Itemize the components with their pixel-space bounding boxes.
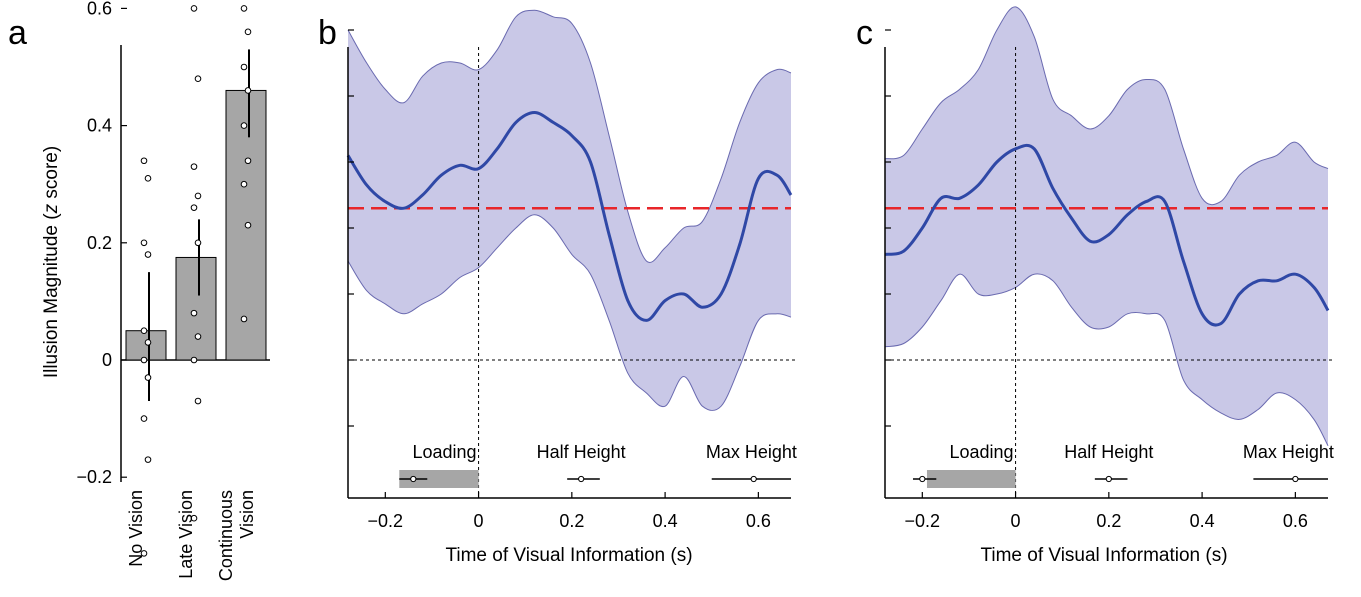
marker-point	[1105, 475, 1112, 483]
marker-label: Max Height	[706, 442, 797, 462]
data-point	[194, 333, 202, 340]
confidence-band	[885, 6, 1328, 446]
marker-label: Half Height	[537, 442, 626, 462]
panel-c-time-course: c Time of Visual Information (s) −0.2 0 0.…	[856, 6, 1334, 566]
data-point	[194, 75, 202, 83]
data-point	[190, 163, 198, 170]
x-axis-label: Time of Visual Information (s)	[445, 545, 692, 566]
marker-point	[919, 475, 926, 483]
data-point	[140, 327, 148, 335]
y-tick-label: 0.2	[87, 233, 112, 253]
marker-label: Loading	[412, 442, 476, 462]
band-upper-edge	[884, 6, 1329, 206]
y-tick-label: −0.2	[76, 467, 112, 487]
confidence-band	[348, 10, 791, 411]
data-point	[240, 122, 248, 129]
y-tick-label: 0.6	[87, 0, 112, 18]
data-point	[140, 157, 148, 165]
data-point	[240, 5, 248, 12]
marker-point	[1292, 475, 1299, 483]
x-category-label: Vision	[237, 490, 257, 539]
data-point	[144, 339, 152, 346]
marker-point	[410, 475, 417, 483]
data-point	[190, 5, 198, 12]
panel-a-bar-chart: a Illusion Magnitude (z score) −0.2 0 0.2 0…	[8, 0, 270, 581]
bar	[125, 330, 167, 361]
x-tick-label: −0.2	[368, 511, 404, 531]
x-tick-label: 0.6	[1283, 511, 1308, 531]
data-point	[244, 221, 252, 229]
x-category-label: Late Vision	[176, 490, 196, 579]
x-tick-label: 0.2	[559, 511, 584, 531]
marker-label: Loading	[949, 442, 1013, 462]
bar	[175, 256, 217, 361]
panel-label-b: b	[318, 14, 337, 52]
band-lower-edge	[884, 273, 1329, 447]
mean-line	[346, 110, 793, 322]
x-tick-label: 0.4	[653, 511, 678, 531]
x-tick-label: 0.4	[1190, 511, 1215, 531]
data-point	[190, 514, 198, 522]
x-axis-label: Time of Visual Information (s)	[980, 545, 1227, 566]
loading-bar	[399, 470, 479, 488]
data-point	[190, 356, 198, 364]
data-point	[244, 28, 252, 36]
x-tick-label: 0	[474, 511, 484, 531]
marker-point	[750, 475, 757, 483]
data-point	[140, 356, 148, 364]
data-point	[194, 397, 202, 405]
x-category-label: Continuous	[216, 490, 236, 581]
x-tick-label: −0.2	[905, 511, 941, 531]
data-point	[240, 180, 248, 188]
panel-b-time-course: b Time of Visual Information (s) −0.2 0 0.…	[318, 9, 797, 566]
y-axis-label: Illusion Magnitude (z score)	[41, 146, 62, 378]
data-point	[190, 309, 198, 317]
data-point	[144, 374, 152, 381]
data-point	[144, 456, 152, 463]
data-point	[240, 63, 248, 71]
data-point	[244, 87, 252, 94]
data-point	[194, 239, 202, 247]
data-point	[140, 415, 148, 422]
marker-point	[578, 475, 585, 483]
x-tick-label: 0.6	[746, 511, 771, 531]
data-point	[190, 204, 198, 211]
x-tick-label: 0	[1011, 511, 1021, 531]
loading-bar	[926, 470, 1016, 488]
band-lower-edge	[347, 214, 792, 412]
marker-label: Max Height	[1243, 442, 1334, 462]
marker-label: Half Height	[1064, 442, 1153, 462]
data-point	[144, 251, 152, 258]
panel-label-c: c	[856, 14, 873, 52]
data-point	[244, 157, 252, 165]
data-point	[140, 239, 148, 247]
data-point	[140, 550, 148, 557]
mean-line	[884, 143, 1330, 327]
y-tick-label: 0.4	[87, 116, 112, 136]
x-tick-label: 0.2	[1096, 511, 1121, 531]
data-point	[194, 192, 202, 200]
band-upper-edge	[347, 9, 792, 263]
x-category-label: No Vision	[126, 490, 146, 567]
panel-label-a: a	[8, 14, 27, 52]
data-point	[240, 315, 248, 323]
y-tick-label: 0	[102, 350, 112, 370]
data-point	[144, 175, 152, 182]
